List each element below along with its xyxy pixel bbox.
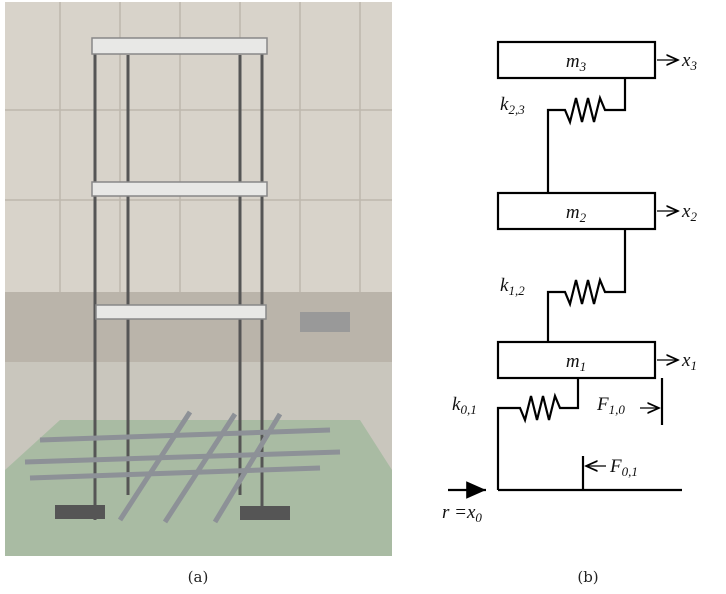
label-part: 1,2 <box>508 283 525 298</box>
force-label: F1,0 <box>596 394 625 417</box>
displacement-label: x2 <box>681 201 697 224</box>
label-part: 0,1 <box>460 402 476 417</box>
label-part: 2,3 <box>508 102 525 117</box>
diagram: m3 m2 m1 x3 x2 x1 k2,3 k1,2 k0,1 F1,0 F0… <box>442 42 697 525</box>
mass-label: m1 <box>566 351 586 374</box>
mass-label: m2 <box>566 202 587 225</box>
spring-label: k1,2 <box>500 275 525 298</box>
label-part: m <box>566 351 580 372</box>
displacement-label: x3 <box>681 50 697 73</box>
figure: (a) (b) m3 m2 m1 x3 x2 x1 k2,3 k1,2 k0,1… <box>0 0 726 594</box>
label-part: 0 <box>475 510 482 525</box>
label-part: 3 <box>579 59 587 74</box>
spring-label: k2,3 <box>500 94 525 117</box>
label-part: F <box>596 394 609 415</box>
label-part: m <box>566 51 580 72</box>
caption: (b) <box>577 568 598 586</box>
label-part: 1 <box>580 359 587 374</box>
label-part: 3 <box>689 58 697 73</box>
caption: (a) <box>188 568 209 586</box>
label-part: 1,0 <box>609 402 626 417</box>
label-part: m <box>566 202 580 223</box>
mass-label: m3 <box>566 51 587 74</box>
spring-label: k0,1 <box>452 394 477 417</box>
force-label: F0,1 <box>609 456 638 479</box>
input-label: r =x0 <box>442 502 482 525</box>
label-part: 2 <box>690 209 697 224</box>
label-part: 0,1 <box>622 464 638 479</box>
spring <box>548 229 625 342</box>
label-part: r =x <box>442 502 476 523</box>
spring <box>548 78 625 193</box>
photo <box>5 2 392 556</box>
label-part: F <box>609 456 622 477</box>
label-part: 2 <box>580 210 587 225</box>
spring <box>498 378 578 490</box>
displacement-label: x1 <box>681 350 697 373</box>
label-part: 1 <box>690 358 697 373</box>
